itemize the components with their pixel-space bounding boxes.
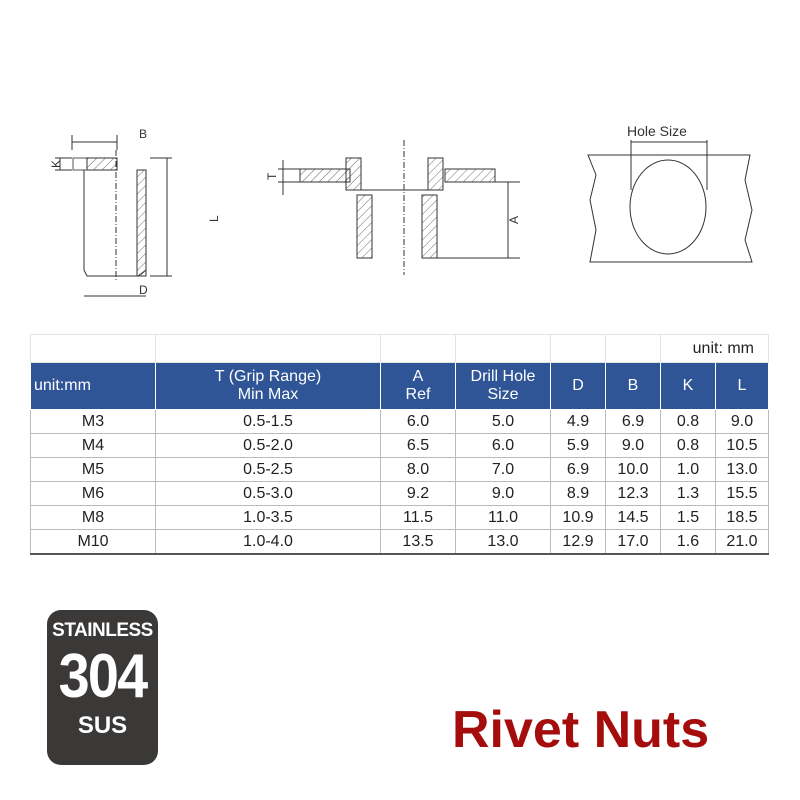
table-cell: 13.0 [715, 457, 769, 482]
table-cell: 0.5-2.0 [155, 433, 381, 458]
table-cell: 5.9 [550, 433, 606, 458]
table-cell: 1.5 [660, 505, 716, 530]
table-cell: M8 [30, 505, 156, 530]
table-cell: 12.9 [550, 529, 606, 555]
dim-a-label: A [507, 216, 521, 224]
table-cell: 13.0 [455, 529, 551, 555]
dim-l-label: L [207, 215, 221, 222]
table-cell: 1.3 [660, 481, 716, 506]
table-cell: 21.0 [715, 529, 769, 555]
table-cell: 15.5 [715, 481, 769, 506]
table-cell: 6.9 [550, 457, 606, 482]
table-cell: 12.3 [605, 481, 661, 506]
table-cell: 0.8 [660, 433, 716, 458]
table-row: M6 0.5-3.0 9.2 9.0 8.9 12.3 1.3 15.5 [30, 481, 769, 506]
table-cell: M3 [30, 409, 156, 434]
header-row: unit:mm T (Grip Range) Min Max A Ref Drill… [30, 362, 769, 410]
table-cell: 18.5 [715, 505, 769, 530]
table-cell: 14.5 [605, 505, 661, 530]
table-cell: 6.5 [380, 433, 456, 458]
table-cell: M4 [30, 433, 156, 458]
rivet-nut-side-view: B K L D [49, 127, 221, 297]
dim-b-label: B [139, 127, 147, 141]
badge-line1: STAINLESS [52, 620, 153, 641]
table-cell: 10.0 [605, 457, 661, 482]
table-cell: 9.2 [380, 481, 456, 506]
table-cell: 0.8 [660, 409, 716, 434]
table-row: M10 1.0-4.0 13.5 13.0 12.9 17.0 1.6 21.0 [30, 529, 769, 555]
header-size: unit:mm [30, 362, 156, 410]
table-cell: M10 [30, 529, 156, 555]
header-b: B [605, 362, 661, 410]
stainless-304-badge: STAINLESS 304 SUS [47, 610, 158, 765]
table-cell: 0.5-1.5 [155, 409, 381, 434]
table-cell: 0.5-2.5 [155, 457, 381, 482]
table-row: M4 0.5-2.0 6.5 6.0 5.9 9.0 0.8 10.5 [30, 433, 769, 458]
table-cell: 10.9 [550, 505, 606, 530]
spec-table: unit: mm unit:mm T (Grip Range) Min Max A… [30, 334, 769, 555]
badge-line2: 304 [58, 642, 149, 711]
table-cell: 1.6 [660, 529, 716, 555]
table-cell: M5 [30, 457, 156, 482]
unit-row: unit: mm [30, 334, 769, 363]
table-row: M5 0.5-2.5 8.0 7.0 6.9 10.0 1.0 13.0 [30, 457, 769, 482]
table-cell: 4.9 [550, 409, 606, 434]
dim-t-label: T [265, 172, 279, 180]
table-cell: 1.0 [660, 457, 716, 482]
header-drill: Drill Hole Size [455, 362, 551, 410]
table-cell: 9.0 [605, 433, 661, 458]
table-cell: 13.5 [380, 529, 456, 555]
table-cell: 8.9 [550, 481, 606, 506]
header-k: K [660, 362, 716, 410]
dim-d-label: D [139, 283, 148, 297]
table-cell: 6.0 [455, 433, 551, 458]
table-cell: 9.0 [715, 409, 769, 434]
badge-line3: SUS [77, 712, 128, 739]
header-a: A Ref [380, 362, 456, 410]
dim-k-label: K [49, 160, 63, 168]
table-cell: 1.0-3.5 [155, 505, 381, 530]
header-t: T (Grip Range) Min Max [155, 362, 381, 410]
table-cell: 11.5 [380, 505, 456, 530]
table-cell: 11.0 [455, 505, 551, 530]
table-cell: 10.5 [715, 433, 769, 458]
header-l: L [715, 362, 769, 410]
technical-drawings: B K L D T A Hole Size [49, 123, 753, 297]
table-cell: 6.9 [605, 409, 661, 434]
table-cell: 7.0 [455, 457, 551, 482]
product-title: Rivet Nuts [452, 701, 710, 759]
hole-size-view: Hole Size [587, 123, 753, 263]
unit-note: unit: mm [660, 334, 769, 363]
table-cell: 0.5-3.0 [155, 481, 381, 506]
table-cell: 1.0-4.0 [155, 529, 381, 555]
hole-size-label: Hole Size [627, 123, 687, 139]
table-cell: 5.0 [455, 409, 551, 434]
rivet-nut-installed-view: T A [265, 140, 521, 275]
table-cell: 9.0 [455, 481, 551, 506]
table-cell: 8.0 [380, 457, 456, 482]
table-cell: 17.0 [605, 529, 661, 555]
table-row: M8 1.0-3.5 11.5 11.0 10.9 14.5 1.5 18.5 [30, 505, 769, 530]
table-cell: 6.0 [380, 409, 456, 434]
header-d: D [550, 362, 606, 410]
table-cell: M6 [30, 481, 156, 506]
table-row: M3 0.5-1.5 6.0 5.0 4.9 6.9 0.8 9.0 [30, 409, 769, 434]
